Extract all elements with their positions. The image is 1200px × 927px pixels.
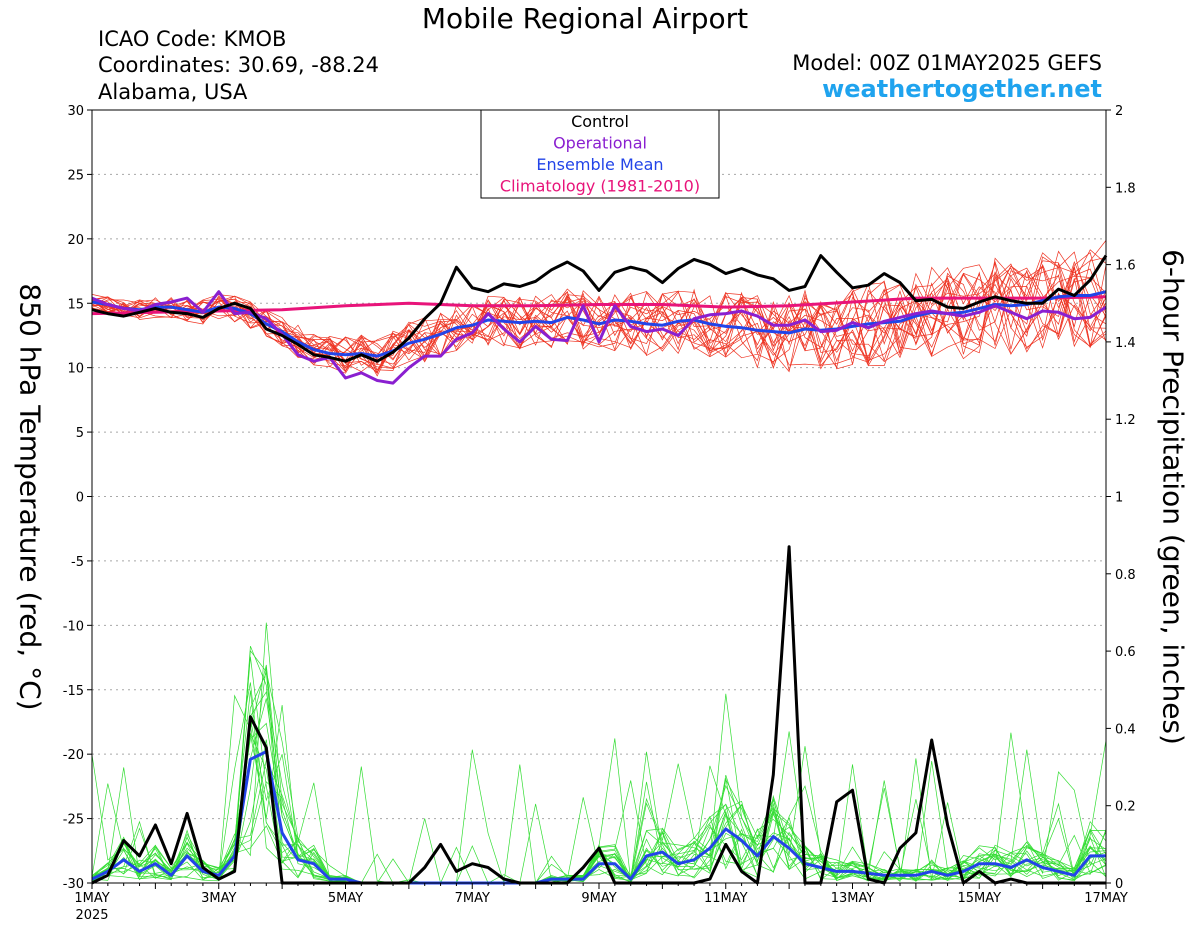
- grid-lines: [92, 173, 1106, 820]
- temp-member-line: [91, 267, 1107, 371]
- x-tick-label: 13MAY: [831, 891, 875, 906]
- precip-member-line: [91, 731, 1107, 884]
- y-right-tick-label: 0.2: [1115, 800, 1136, 815]
- y-right-tick-label: 1.8: [1115, 181, 1136, 196]
- x-tick-sublabel: 2025: [75, 908, 108, 923]
- legend-entry: Operational: [553, 134, 647, 153]
- precip-member-line: [91, 732, 1107, 884]
- temp-member-line: [91, 263, 1107, 375]
- coordinates-text: Coordinates: 30.69, -88.24: [98, 53, 379, 77]
- operational-line: [91, 290, 1107, 385]
- temp-member-line: [91, 250, 1107, 372]
- x-tick-label: 9MAY: [581, 891, 616, 906]
- y-left-tick-label: -15: [63, 684, 84, 699]
- y-right-tick-label: 1.6: [1115, 259, 1136, 274]
- x-tick-label: 7MAY: [455, 891, 490, 906]
- y-right-tick-label: 1.4: [1115, 336, 1136, 351]
- legend-entry: Control: [571, 112, 629, 131]
- legend-entry: Climatology (1981-2010): [500, 177, 700, 196]
- y-right-tick-label: 1.2: [1115, 413, 1136, 428]
- y-right-tick-label: 0.8: [1115, 568, 1136, 583]
- x-tick-label: 3MAY: [201, 891, 236, 906]
- precip-member-line: [91, 690, 1107, 884]
- icao-code-text: ICAO Code: KMOB: [98, 27, 287, 51]
- precip-control-line: [91, 545, 1106, 885]
- precip-member-line: [91, 666, 1107, 884]
- y-left-tick-label: 30: [67, 104, 84, 119]
- y-left-tick-label: 10: [67, 362, 84, 377]
- temp-member-line: [91, 267, 1107, 368]
- y-left-tick-label: 25: [67, 168, 84, 183]
- climatology-line: [91, 295, 1107, 316]
- y-left-tick-label: 0: [76, 491, 84, 506]
- precip-member-line: [91, 645, 1107, 884]
- highlight-series: [91, 254, 1108, 885]
- x-tick-label: 15MAY: [957, 891, 1001, 906]
- y-right-tick-label: 2: [1115, 104, 1123, 119]
- temp-control-line: [91, 254, 1108, 363]
- y-right-tick-label: 0.4: [1115, 722, 1136, 737]
- y-right-tick-label: 1: [1115, 491, 1123, 506]
- y-right-tick-label: 0: [1115, 877, 1123, 892]
- y-left-tick-label: -20: [63, 748, 84, 763]
- axes: -30-25-20-15-10-505101520253000.20.40.60…: [63, 104, 1136, 923]
- region-text: Alabama, USA: [98, 80, 248, 104]
- legend-entry: Ensemble Mean: [536, 155, 663, 174]
- x-tick-label: 17MAY: [1084, 891, 1128, 906]
- legend-box: [480, 109, 720, 199]
- y-left-tick-label: 20: [67, 233, 84, 248]
- y-left-tick-label: -10: [63, 619, 84, 634]
- y-left-tick-label: -5: [71, 555, 84, 570]
- y-right-tick-label: 0.6: [1115, 645, 1136, 660]
- site-link[interactable]: weathertogether.net: [822, 75, 1102, 103]
- y-left-tick-label: -25: [63, 813, 84, 828]
- model-run-text: Model: 00Z 01MAY2025 GEFS: [792, 51, 1102, 75]
- y-left-tick-label: -30: [63, 877, 84, 892]
- y-left-tick-label: 15: [67, 297, 84, 312]
- legend: Control Operational Ensemble Mean Climatolo…: [480, 109, 720, 199]
- x-tick-label: 1MAY: [74, 891, 109, 906]
- x-tick-label: 5MAY: [328, 891, 363, 906]
- y-left-tick-label: 5: [76, 426, 84, 441]
- chart-title: Mobile Regional Airport: [421, 2, 749, 35]
- x-tick-label: 11MAY: [704, 891, 748, 906]
- temp-member-line: [91, 265, 1107, 372]
